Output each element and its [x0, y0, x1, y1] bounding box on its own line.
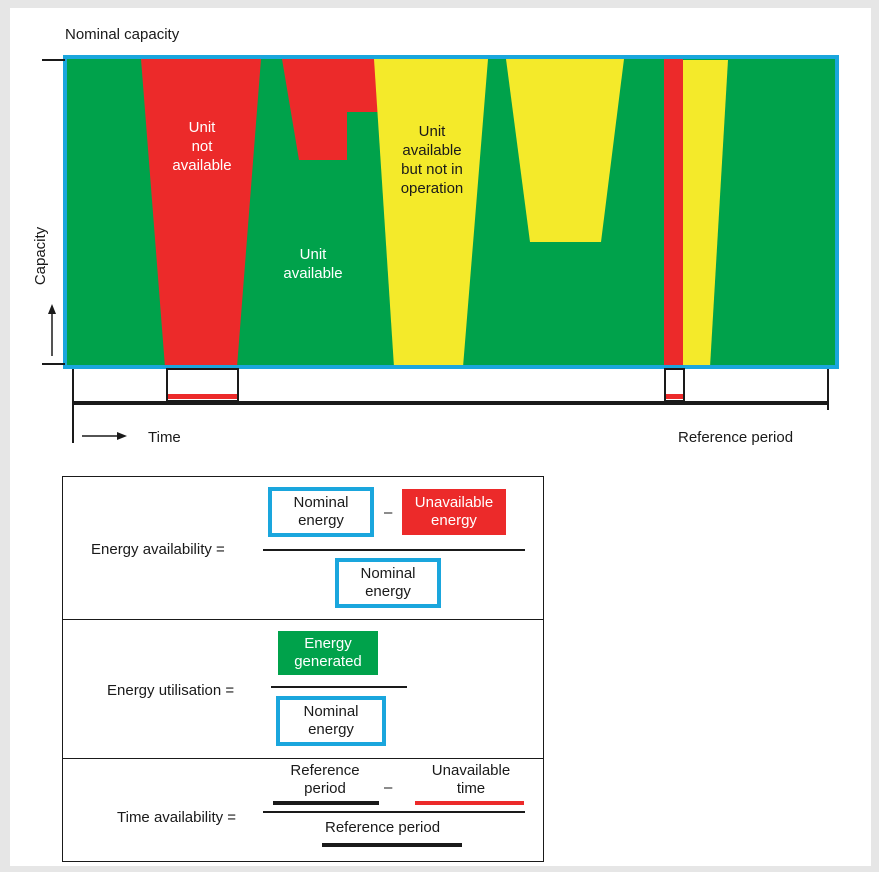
- minus-sign: –: [384, 779, 393, 796]
- energy-utilisation-row: Energy utilisation = Energy generated No…: [63, 620, 543, 759]
- label-line: Unit: [189, 119, 217, 136]
- label-unit-available: Unit available: [283, 246, 342, 282]
- box-line: Energy: [304, 635, 352, 652]
- fraction-line: [263, 549, 525, 551]
- energy-availability-label: Energy availability =: [91, 541, 225, 558]
- region-not-available-3: [664, 59, 683, 367]
- box-line: Nominal: [360, 565, 416, 582]
- nominal-energy-box: Nominal energy: [268, 487, 374, 537]
- outage-interval-2-bracket: [664, 368, 685, 402]
- label-line: not: [192, 138, 214, 155]
- nominal-energy-denominator-box: Nominal energy: [276, 696, 386, 746]
- figure-frame: Nominal capacity Capacity Time Reference…: [10, 8, 871, 866]
- box-line: energy: [308, 721, 354, 738]
- box-line: Reference: [290, 762, 360, 779]
- box-line: Unavailable: [414, 494, 494, 511]
- reference-period-underline: [273, 801, 379, 805]
- reference-period-term: Reference period: [273, 761, 377, 799]
- unavailable-time-underline: [415, 801, 524, 805]
- capacity-time-diagram: Nominal capacity Capacity Time Reference…: [32, 26, 839, 446]
- box-line: Unavailable: [431, 762, 511, 779]
- time-availability-row: Time availability = Reference period – U…: [63, 759, 543, 863]
- label-unit-not-available: Unit not available: [172, 119, 231, 174]
- x-axis-label: Time: [148, 429, 181, 446]
- label-unit-not-operating: Unit available but not in operation: [401, 123, 464, 197]
- outage-interval-1-bracket: [166, 368, 239, 402]
- label-line: but not in: [401, 161, 463, 178]
- nominal-capacity-frame: [63, 55, 839, 369]
- region-not-available-1: [141, 59, 261, 367]
- region-not-operating-3: [683, 60, 728, 367]
- reference-period-denominator: Reference period: [325, 819, 441, 836]
- reference-period-label: Reference period: [678, 429, 793, 446]
- energy-generated-box: Energy generated: [278, 631, 378, 675]
- box-line: generated: [294, 653, 362, 670]
- nominal-capacity-label: Nominal capacity: [65, 26, 180, 43]
- box-line: period: [304, 780, 346, 797]
- unavailable-time-term: Unavailable time: [415, 761, 527, 799]
- label-line: operation: [401, 180, 464, 197]
- unavailable-energy-box: Unavailable energy: [402, 489, 506, 535]
- label-line: available: [283, 265, 342, 282]
- y-axis-arrow-head: [48, 304, 56, 314]
- outage-interval-1-bar: [168, 394, 237, 399]
- nominal-energy-denominator-box: Nominal energy: [335, 558, 441, 608]
- label-line: available: [172, 157, 231, 174]
- region-not-operating-1: [374, 59, 488, 367]
- label-line: Unit: [300, 246, 328, 263]
- fraction-line: [271, 686, 407, 688]
- box-line: energy: [298, 512, 344, 529]
- box-line: time: [456, 780, 486, 797]
- box-line: Nominal: [293, 494, 349, 511]
- label-line: Unit: [419, 123, 447, 140]
- time-availability-label: Time availability =: [117, 809, 237, 826]
- formula-table: Energy availability = Nominal energy – U…: [62, 476, 544, 862]
- time-arrow-head: [117, 432, 127, 440]
- reference-period-denominator-underline: [322, 843, 462, 847]
- box-line: energy: [365, 583, 411, 600]
- minus-sign: –: [384, 504, 393, 521]
- region-not-operating-2: [506, 59, 624, 242]
- box-line: energy: [431, 512, 477, 529]
- energy-utilisation-label: Energy utilisation =: [107, 682, 235, 699]
- fraction-line: [263, 811, 525, 813]
- box-line: Nominal: [303, 703, 359, 720]
- outage-interval-2-bar: [666, 394, 683, 399]
- energy-availability-row: Energy availability = Nominal energy – U…: [63, 477, 543, 620]
- label-line: available: [402, 142, 461, 159]
- y-axis-label: Capacity: [32, 226, 49, 285]
